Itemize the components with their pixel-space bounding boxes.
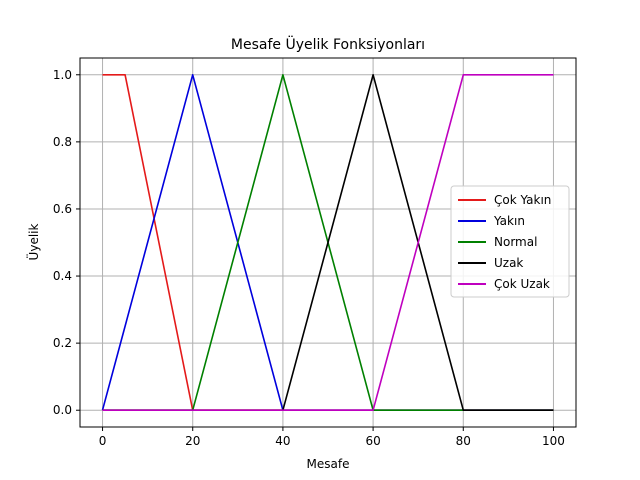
legend-label-2: Normal (494, 235, 537, 249)
x-tick-label: 0 (99, 434, 107, 448)
x-axis-label: Mesafe (307, 457, 350, 471)
y-tick-label: 1.0 (53, 68, 72, 82)
x-tick-label: 40 (275, 434, 290, 448)
plot-frame (79, 57, 577, 428)
x-tick-label: 60 (365, 434, 380, 448)
x-tick-label: 80 (456, 434, 471, 448)
legend: Çok Yakın Yakın Normal Uzak Çok Uzak (450, 185, 570, 298)
y-axis-label: Üyelik (25, 224, 41, 261)
legend-label-1: Yakın (493, 214, 525, 228)
y-tick-label: 0.8 (53, 135, 72, 149)
ticks: 0 20 40 60 80 100 0.0 0.2 0.4 0.6 0.8 1.0 (53, 68, 565, 448)
y-tick-label: 0.2 (53, 336, 72, 350)
legend-label-0: Çok Yakın (494, 193, 551, 207)
y-tick-label: 0.6 (53, 202, 72, 216)
series-line-4 (102, 74, 554, 412)
legend-label-4: Çok Uzak (494, 277, 550, 291)
y-tick-label: 0.4 (53, 269, 72, 283)
legend-box (450, 185, 570, 298)
x-tick-label: 20 (185, 434, 200, 448)
x-tick-label: 100 (542, 434, 565, 448)
legend-label-3: Uzak (494, 256, 523, 270)
chart-title: Mesafe Üyelik Fonksiyonları (231, 35, 425, 53)
series-layer (101, 74, 554, 412)
y-tick-label: 0.0 (53, 403, 72, 417)
